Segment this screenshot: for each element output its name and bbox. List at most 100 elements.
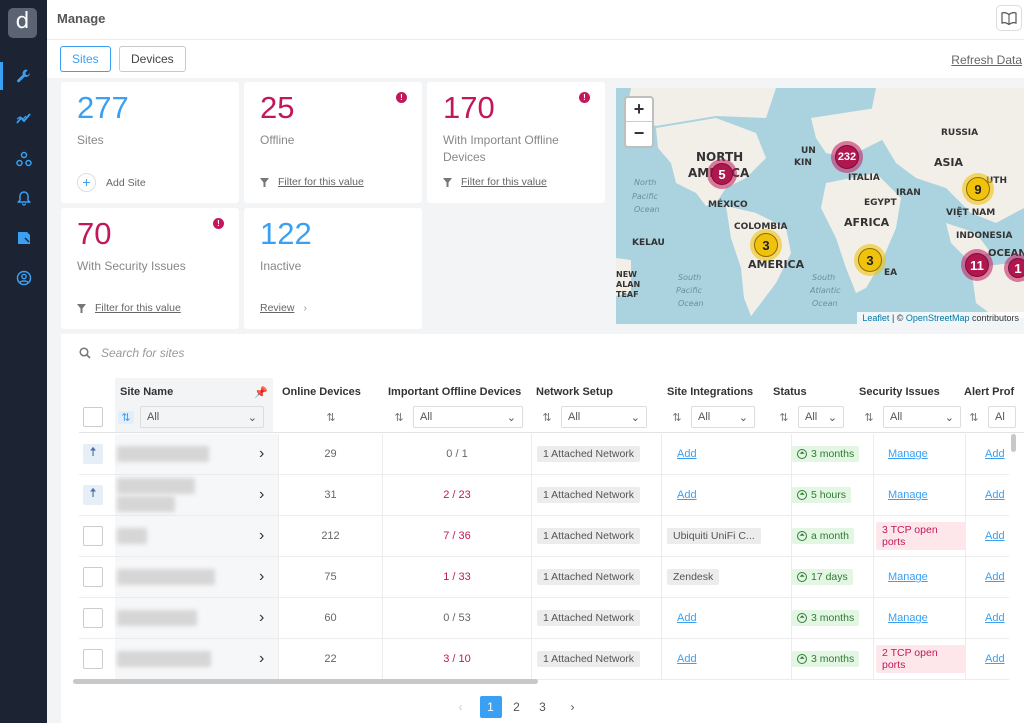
col-site-name[interactable]: Site Name <box>120 386 174 398</box>
sidebar-item-alerts[interactable] <box>0 184 47 212</box>
filter-site-name-select[interactable]: All ⌄ <box>140 406 264 428</box>
select-all-checkbox[interactable] <box>83 407 103 427</box>
add-site-button[interactable]: + Add Site <box>77 173 146 192</box>
network-setup[interactable]: 1 Attached Network <box>537 569 641 585</box>
page-1-button[interactable]: 1 <box>479 696 502 718</box>
pin-icon[interactable]: 📌 <box>254 387 268 399</box>
row-checkbox[interactable] <box>83 567 103 587</box>
col-status[interactable]: Status <box>773 386 807 398</box>
filter-important-offline-link[interactable]: Filter for this value <box>443 176 547 188</box>
row-checkbox[interactable] <box>83 526 103 546</box>
sort-icon[interactable]: ⇅ <box>542 411 552 424</box>
site-name-cell[interactable] <box>117 557 267 597</box>
site-name-cell[interactable] <box>117 598 267 638</box>
site-name-cell[interactable] <box>117 516 267 556</box>
zoom-in-button[interactable]: + <box>626 98 652 122</box>
sidebar-item-analytics[interactable] <box>0 104 47 132</box>
page-3-button[interactable]: 3 <box>539 700 546 714</box>
network-setup[interactable]: 1 Attached Network <box>537 528 641 544</box>
security-issue[interactable]: Manage <box>888 489 928 501</box>
col-site-integrations[interactable]: Site Integrations <box>667 386 754 398</box>
map-cluster-marker[interactable]: 232 <box>831 141 863 173</box>
alert-profile[interactable]: Add <box>985 653 1005 665</box>
chevron-right-icon[interactable]: › <box>259 568 265 585</box>
security-issue[interactable]: Manage <box>888 612 928 624</box>
sidebar-item-tags[interactable] <box>0 224 47 252</box>
app-logo[interactable]: d <box>8 8 37 38</box>
col-alert-profile[interactable]: Alert Prof <box>964 386 1015 398</box>
site-integration[interactable]: Add <box>677 489 697 501</box>
search-bar[interactable]: Search for sites <box>79 346 184 360</box>
map-cluster-marker[interactable]: 9 <box>962 173 994 205</box>
sidebar-item-manage[interactable] <box>0 62 47 90</box>
security-issue[interactable]: 3 TCP open ports <box>876 522 966 550</box>
network-setup[interactable]: 1 Attached Network <box>537 446 641 462</box>
alert-profile[interactable]: Add <box>985 612 1005 624</box>
sort-icon[interactable]: ⇅ <box>779 411 789 424</box>
site-name-cell[interactable] <box>117 475 267 515</box>
map-cluster-marker[interactable]: 1 <box>1004 254 1024 282</box>
tab-sites[interactable]: Sites <box>60 46 111 72</box>
map-cluster-marker[interactable]: 5 <box>707 159 737 189</box>
chevron-right-icon[interactable]: › <box>259 609 265 626</box>
site-integration[interactable]: Add <box>677 653 697 665</box>
table-row[interactable]: › 60 0 / 53 1 Attached Network Add ⏶ 3 months M… <box>79 598 1009 639</box>
chevron-right-icon[interactable]: › <box>259 527 265 544</box>
sort-icon[interactable]: ⇅ <box>394 411 404 424</box>
network-setup[interactable]: 1 Attached Network <box>537 610 641 626</box>
col-security-issues[interactable]: Security Issues <box>859 386 940 398</box>
row-checkbox[interactable] <box>83 608 103 628</box>
col-network-setup[interactable]: Network Setup <box>536 386 614 398</box>
site-integration[interactable]: Zendesk <box>667 569 720 585</box>
site-integration[interactable]: Add <box>677 612 697 624</box>
alert-profile[interactable]: Add <box>985 571 1005 583</box>
docs-button[interactable] <box>996 5 1022 31</box>
sort-icon[interactable]: ⇅ <box>672 411 682 424</box>
chevron-right-icon[interactable]: › <box>259 650 265 667</box>
site-integration[interactable]: Ubiquiti UniFi C... <box>667 528 761 544</box>
filter-important-offline-select[interactable]: All ⌄ <box>413 406 523 428</box>
filter-security-link[interactable]: Filter for this value <box>77 302 181 314</box>
table-row[interactable]: 🠅 › 29 0 / 1 1 Attached Network Add ⏶ 3 months M… <box>79 434 1009 475</box>
alert-profile[interactable]: Add <box>985 448 1005 460</box>
sort-icon[interactable]: ⇅ <box>326 411 336 424</box>
sidebar-item-account[interactable] <box>0 264 47 292</box>
security-issue[interactable]: 2 TCP open ports <box>876 645 966 673</box>
tab-devices[interactable]: Devices <box>119 46 186 72</box>
horizontal-scrollbar[interactable] <box>73 679 538 684</box>
site-name-cell[interactable] <box>117 434 267 474</box>
site-integration[interactable]: Add <box>677 448 697 460</box>
table-row[interactable]: › 22 3 / 10 1 Attached Network Add ⏶ 3 months 2… <box>79 639 1009 680</box>
osm-link[interactable]: OpenStreetMap <box>905 313 970 323</box>
filter-security-select[interactable]: All ⌄ <box>883 406 961 428</box>
sort-icon[interactable]: ⇅ <box>969 411 979 424</box>
chevron-right-icon[interactable]: › <box>259 486 265 503</box>
filter-integrations-select[interactable]: All ⌄ <box>691 406 755 428</box>
vertical-scrollbar[interactable] <box>1011 434 1016 452</box>
security-issue[interactable]: Manage <box>888 448 928 460</box>
page-2-button[interactable]: 2 <box>513 700 520 714</box>
alert-profile[interactable]: Add <box>985 489 1005 501</box>
zoom-out-button[interactable]: − <box>633 123 645 143</box>
sort-asc-icon[interactable]: ⇅ <box>118 410 134 424</box>
pinned-up-icon[interactable]: 🠅 <box>83 444 103 464</box>
next-page-button[interactable]: › <box>570 700 575 714</box>
table-row[interactable]: › 212 7 / 36 1 Attached Network Ubiquiti Uni… <box>79 516 1009 557</box>
row-checkbox[interactable] <box>83 649 103 669</box>
alert-profile[interactable]: Add <box>985 530 1005 542</box>
prev-page-button[interactable]: ‹ <box>458 700 463 714</box>
map-cluster-marker[interactable]: 11 <box>961 249 993 281</box>
sidebar-item-network[interactable] <box>0 145 47 173</box>
table-row[interactable]: 🠅 › 31 2 / 23 1 Attached Network Add ⏶ 5 hours M… <box>79 475 1009 516</box>
refresh-data-link[interactable]: Refresh Data <box>951 53 1022 67</box>
map-cluster-marker[interactable]: 3 <box>750 229 782 261</box>
filter-network-select[interactable]: All ⌄ <box>561 406 647 428</box>
filter-offline-link[interactable]: Filter for this value <box>260 176 364 188</box>
filter-alert-select[interactable]: Al <box>988 406 1016 428</box>
col-online-devices[interactable]: Online Devices <box>282 386 361 398</box>
chevron-right-icon[interactable]: › <box>259 445 265 462</box>
pinned-up-icon[interactable]: 🠅 <box>83 485 103 505</box>
table-row[interactable]: › 75 1 / 33 1 Attached Network Zendesk ⏶ 17 da… <box>79 557 1009 598</box>
search-input[interactable]: Search for sites <box>101 346 185 360</box>
security-issue[interactable]: Manage <box>888 571 928 583</box>
